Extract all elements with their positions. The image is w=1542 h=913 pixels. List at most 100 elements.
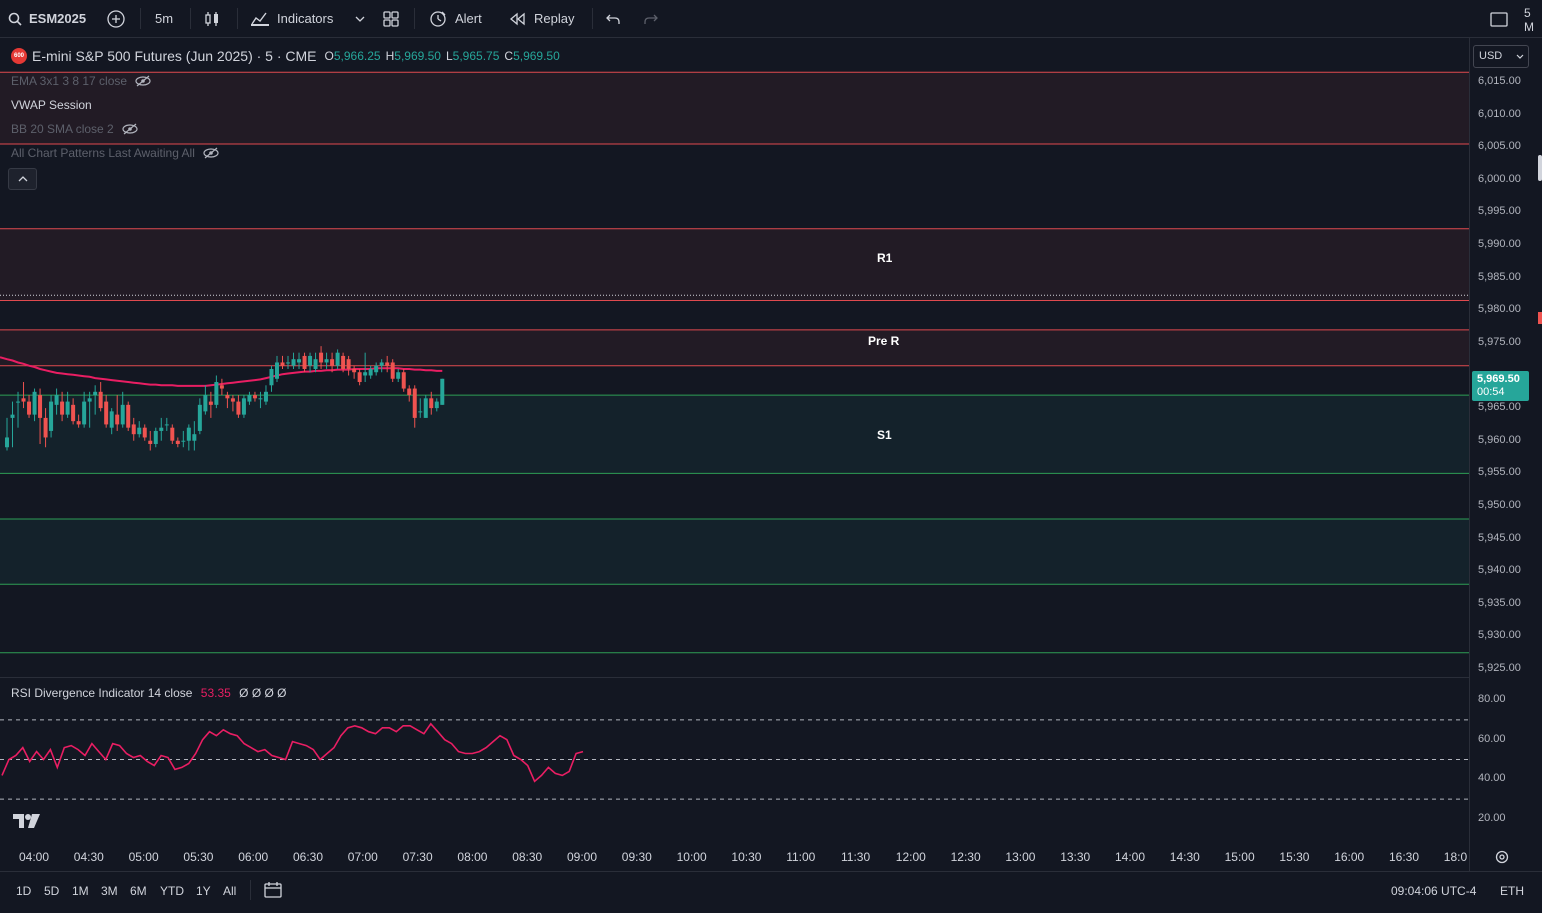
- range-all[interactable]: All: [223, 884, 237, 898]
- settings-button[interactable]: [1494, 849, 1510, 868]
- rsi-value: 53.35: [200, 686, 231, 700]
- candle: [302, 352, 307, 373]
- range-5d[interactable]: 5D: [44, 884, 60, 898]
- candle: [5, 417, 9, 451]
- timezone-clock[interactable]: 09:04:06 UTC-4: [1391, 884, 1477, 898]
- candle: [385, 355, 390, 373]
- candle-body: [148, 440, 153, 444]
- bottom-bar: [0, 871, 1542, 913]
- resistance-zone-pre-r: [0, 329, 1469, 366]
- compare-button[interactable]: [106, 0, 126, 37]
- alert-button[interactable]: Alert: [428, 0, 482, 37]
- candle: [236, 395, 241, 418]
- rsi-legend[interactable]: RSI Divergence Indicator 14 close 53.35 …: [11, 686, 287, 700]
- layout-button[interactable]: [382, 0, 400, 37]
- candle: [423, 395, 428, 418]
- candle-body: [374, 365, 379, 373]
- eye-hidden-icon[interactable]: [122, 123, 138, 135]
- indicators-dropdown[interactable]: [355, 0, 365, 37]
- candle-body: [390, 362, 395, 379]
- interval-button[interactable]: 5m: [155, 11, 174, 26]
- candle-body: [379, 362, 384, 366]
- candle-body: [65, 401, 70, 415]
- candle: [65, 391, 70, 418]
- candle-body: [274, 362, 279, 379]
- range-1d[interactable]: 1D: [16, 884, 32, 898]
- collapse-legend-button[interactable]: [8, 168, 37, 190]
- eye-hidden-icon[interactable]: [203, 147, 219, 159]
- symbol-search[interactable]: ESM2025: [8, 0, 86, 37]
- chart-type-button[interactable]: [203, 0, 221, 37]
- candle: [297, 352, 302, 369]
- candle-body: [423, 398, 428, 418]
- price-scale[interactable]: [1469, 38, 1542, 871]
- pane-divider[interactable]: [0, 677, 1542, 678]
- candle-body: [87, 398, 92, 402]
- candle-body: [297, 359, 302, 363]
- go-to-date-button[interactable]: [263, 880, 283, 903]
- candle-body: [236, 401, 241, 415]
- candle: [291, 352, 296, 369]
- eye-hidden-icon[interactable]: [135, 75, 151, 87]
- candle: [153, 427, 158, 448]
- candle: [43, 408, 48, 448]
- candle: [21, 382, 26, 409]
- candle: [71, 398, 76, 425]
- add-circle-icon: [107, 9, 125, 28]
- replay-button[interactable]: Replay: [509, 0, 574, 37]
- legend-indicator-ema[interactable]: EMA 3x1 3 8 17 close: [11, 74, 151, 88]
- candle: [60, 391, 65, 422]
- candle-body: [418, 411, 423, 413]
- candle: [93, 385, 98, 415]
- candle: [10, 401, 15, 448]
- time-tick: 05:00: [128, 850, 159, 864]
- candle-body: [230, 398, 235, 402]
- symbol-title[interactable]: E-mini S&P 500 Futures (Jun 2025) · 5 · …: [32, 48, 317, 64]
- indicators-icon: [251, 12, 269, 26]
- candle: [346, 355, 351, 376]
- last-price-badge: 5,969.50 00:54: [1472, 371, 1529, 401]
- indicators-label: Indicators: [277, 11, 334, 26]
- candle: [225, 391, 230, 409]
- time-tick: 04:30: [73, 850, 104, 864]
- redo-button[interactable]: [643, 0, 659, 37]
- legend-indicator-vwap[interactable]: VWAP Session: [11, 98, 92, 112]
- candle-body: [313, 359, 318, 369]
- range-1y[interactable]: 1Y: [196, 884, 211, 898]
- range-6m[interactable]: 6M: [130, 884, 147, 898]
- candle-body: [346, 359, 351, 369]
- fullscreen-button[interactable]: [1489, 0, 1509, 37]
- candle-body: [434, 401, 439, 409]
- range-ytd[interactable]: YTD: [160, 884, 184, 898]
- candle: [319, 346, 324, 369]
- tradingview-logo[interactable]: [13, 812, 45, 833]
- time-tick: 15:00: [1224, 850, 1255, 864]
- scale-handle[interactable]: [1538, 155, 1542, 181]
- high-label: H: [385, 49, 395, 63]
- undo-button[interactable]: [605, 0, 621, 37]
- level-label-s1: S1: [877, 428, 892, 442]
- candle-body: [181, 440, 186, 442]
- candle: [241, 395, 246, 418]
- indicators-button[interactable]: Indicators: [250, 0, 333, 37]
- low-value: 5,965.75: [452, 49, 500, 63]
- legend-indicator-bb[interactable]: BB 20 SMA close 2: [11, 122, 138, 136]
- currency-selector[interactable]: USD: [1473, 45, 1529, 68]
- candle: [38, 388, 43, 444]
- legend-indicator-patterns[interactable]: All Chart Patterns Last Awaiting All: [11, 146, 219, 160]
- candle-body: [308, 355, 313, 366]
- candle-body: [120, 404, 125, 425]
- candle-body: [115, 414, 120, 425]
- candle: [148, 430, 153, 451]
- candle: [214, 375, 219, 409]
- range-3m[interactable]: 3M: [101, 884, 118, 898]
- low-label: L: [445, 49, 453, 63]
- candle: [390, 359, 395, 383]
- range-1m[interactable]: 1M: [72, 884, 89, 898]
- session-toggle[interactable]: ETH: [1500, 884, 1524, 898]
- high-value: 5,969.50: [394, 49, 441, 63]
- time-tick: 07:30: [402, 850, 433, 864]
- candle-body: [192, 434, 197, 441]
- price-tick: 5,985.00: [1478, 270, 1521, 283]
